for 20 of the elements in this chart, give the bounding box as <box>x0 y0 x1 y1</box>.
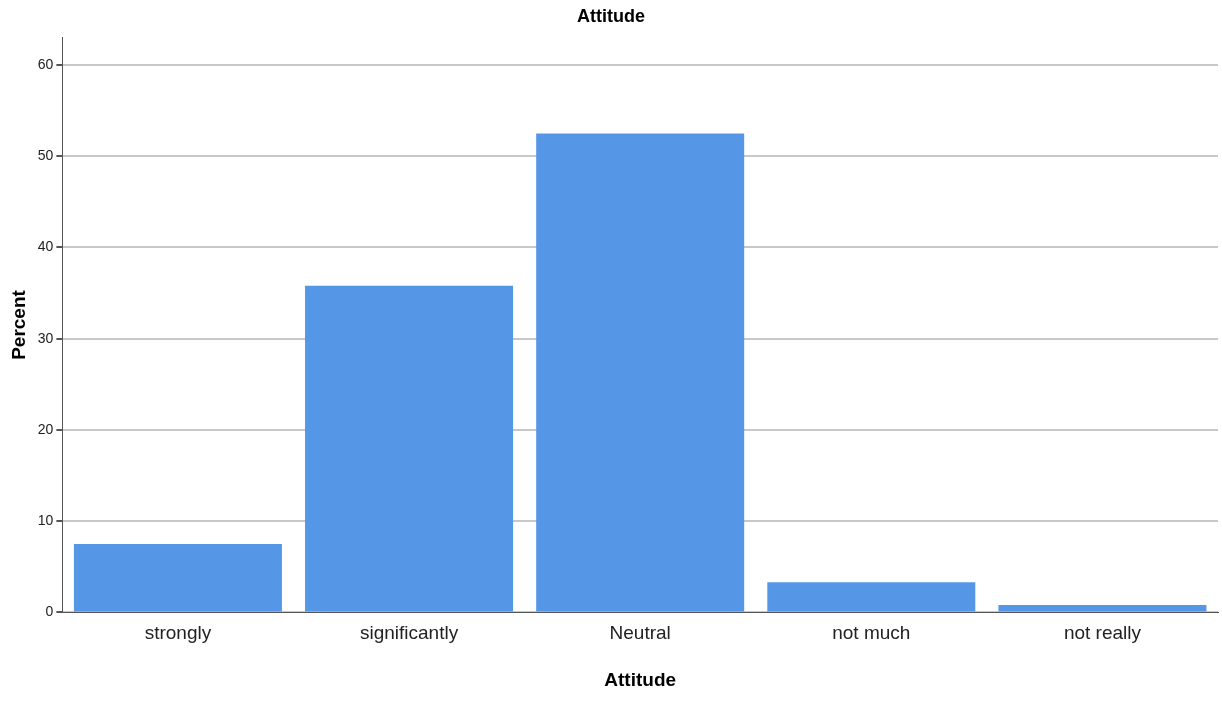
bar <box>73 543 282 612</box>
bar <box>767 582 976 612</box>
x-axis-title: Attitude <box>604 668 677 690</box>
y-tick-label: 60 <box>37 55 54 72</box>
chart-title: Attitude <box>577 5 645 26</box>
x-tick-label: Neutral <box>609 622 671 644</box>
x-tick-label: not much <box>832 622 911 644</box>
y-tick-label: 30 <box>37 329 54 346</box>
y-tick-label: 40 <box>37 238 54 255</box>
bar <box>536 133 745 612</box>
y-tick-label: 50 <box>37 147 54 164</box>
bar <box>305 285 514 612</box>
y-axis-title: Percent <box>7 289 29 360</box>
x-tick-label: significantly <box>359 622 459 644</box>
x-tick-label: strongly <box>144 622 212 644</box>
y-tick-label: 10 <box>37 512 54 529</box>
bar <box>998 605 1207 612</box>
y-tick-label: 20 <box>37 420 54 437</box>
x-tick-label: not really <box>1063 622 1142 644</box>
y-tick-label: 0 <box>45 603 54 620</box>
